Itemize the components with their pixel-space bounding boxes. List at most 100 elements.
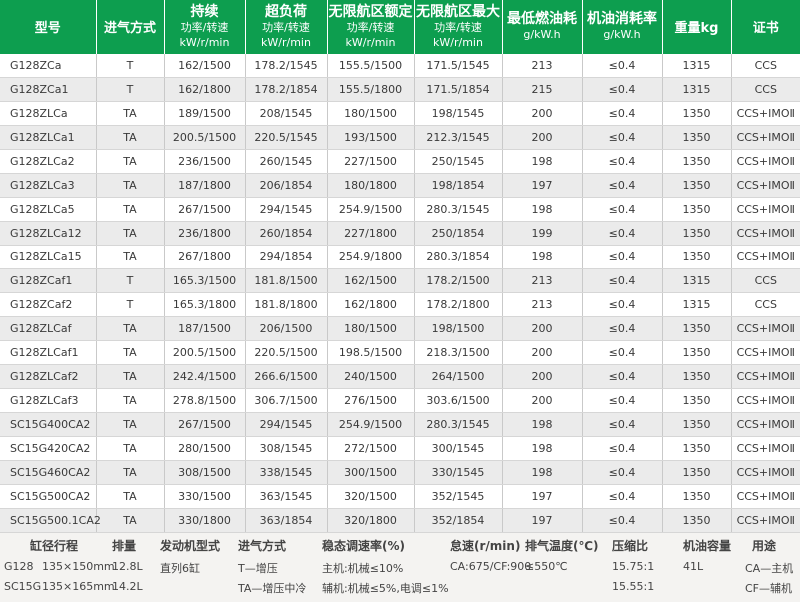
cell-unlimited-rated: 320/1500 bbox=[327, 484, 415, 509]
legend-row2-displacement: 14.2L bbox=[112, 580, 143, 593]
cell-overload: 181.8/1500 bbox=[245, 268, 328, 294]
cell-model: G128ZLCaf2 bbox=[0, 364, 97, 390]
legend-header-compression: 压缩比 bbox=[612, 539, 649, 553]
cell-weight: 1350 bbox=[662, 173, 732, 198]
cell-weight: 1315 bbox=[662, 54, 732, 78]
table-row: SC15G500.1CA2 TA 330/1800 363/1854 320/1800 3… bbox=[0, 508, 800, 533]
cell-fuel-consumption: 200 bbox=[502, 101, 583, 126]
cell-certificate: CCS+IMOⅡ bbox=[731, 508, 800, 533]
cell-oil-consumption: ≤0.4 bbox=[582, 316, 663, 342]
spec-legend: 缸径行程 排量 发动机型式 进气方式 稳态调速率(%) 怠速(r/min) 排气… bbox=[0, 533, 800, 602]
cell-certificate: CCS+IMOⅡ bbox=[731, 125, 800, 150]
cell-intake: TA bbox=[96, 460, 165, 485]
table-row: SC15G400CA2 TA 267/1500 294/1545 254.9/1500 2… bbox=[0, 412, 800, 437]
cell-intake: T bbox=[96, 268, 165, 294]
cell-model: SC15G500CA2 bbox=[0, 484, 97, 509]
table-row: G128ZLCa5 TA 267/1500 294/1545 254.9/1500 280… bbox=[0, 197, 800, 222]
legend-header-idle: 怠速(r/min) bbox=[450, 539, 521, 553]
cell-intake: T bbox=[96, 77, 165, 102]
header-overload: 超负荷 功率/转速 kW/r/min bbox=[245, 0, 328, 54]
cell-continuous: 187/1500 bbox=[164, 316, 246, 342]
cell-weight: 1350 bbox=[662, 197, 732, 222]
cell-weight: 1350 bbox=[662, 101, 732, 126]
cell-unlimited-max: 303.6/1500 bbox=[414, 388, 503, 414]
cell-continuous: 189/1500 bbox=[164, 101, 246, 126]
cell-oil-consumption: ≤0.4 bbox=[582, 292, 663, 318]
cell-unlimited-rated: 162/1800 bbox=[327, 292, 415, 318]
cell-unlimited-rated: 155.5/1800 bbox=[327, 77, 415, 102]
cell-continuous: 165.3/1500 bbox=[164, 268, 246, 294]
cell-oil-consumption: ≤0.4 bbox=[582, 245, 663, 270]
cell-certificate: CCS+IMOⅡ bbox=[731, 197, 800, 222]
cell-unlimited-rated: 155.5/1500 bbox=[327, 54, 415, 78]
cell-intake: TA bbox=[96, 508, 165, 533]
cell-overload: 260/1854 bbox=[245, 221, 328, 246]
cell-oil-consumption: ≤0.4 bbox=[582, 388, 663, 414]
cell-model: G128ZLCaf bbox=[0, 316, 97, 342]
cell-model: SC15G500.1CA2 bbox=[0, 508, 101, 533]
cell-intake: TA bbox=[96, 316, 165, 342]
cell-weight: 1350 bbox=[662, 221, 732, 246]
cell-oil-consumption: ≤0.4 bbox=[582, 54, 663, 78]
legend-header-intake: 进气方式 bbox=[238, 539, 287, 553]
cell-intake: T bbox=[96, 54, 165, 78]
cell-model: G128ZCaf1 bbox=[0, 268, 97, 294]
cell-model: SC15G420CA2 bbox=[0, 436, 97, 461]
cell-intake: TA bbox=[96, 245, 165, 270]
cell-continuous: 200.5/1500 bbox=[164, 125, 246, 150]
cell-certificate: CCS bbox=[731, 77, 800, 102]
cell-fuel-consumption: 213 bbox=[502, 268, 583, 294]
legend-row2-intake: TA—增压中冷 bbox=[238, 582, 307, 595]
cell-intake: TA bbox=[96, 221, 165, 246]
cell-intake: TA bbox=[96, 197, 165, 222]
cell-unlimited-rated: 180/1500 bbox=[327, 101, 415, 126]
cell-continuous: 278.8/1500 bbox=[164, 388, 246, 414]
legend-row2-compression: 15.55:1 bbox=[612, 580, 655, 593]
header-continuous: 持续 功率/转速 kW/r/min bbox=[164, 0, 246, 54]
cell-unlimited-max: 352/1545 bbox=[414, 484, 503, 509]
legend-row1-use: CA—主机 bbox=[745, 562, 794, 575]
cell-continuous: 330/1500 bbox=[164, 484, 246, 509]
cell-intake: TA bbox=[96, 484, 165, 509]
cell-model: G128ZCa bbox=[0, 54, 97, 78]
cell-certificate: CCS bbox=[731, 54, 800, 78]
cell-unlimited-rated: 193/1500 bbox=[327, 125, 415, 150]
cell-oil-consumption: ≤0.4 bbox=[582, 364, 663, 390]
legend-header-governor: 稳态调速率(%) bbox=[322, 539, 405, 553]
cell-overload: 363/1545 bbox=[245, 484, 328, 509]
cell-weight: 1350 bbox=[662, 245, 732, 270]
legend-row1-displacement: 12.8L bbox=[112, 560, 143, 573]
cell-model: G128ZLCa12 bbox=[0, 221, 97, 246]
engine-spec-table: 型号 进气方式 持续 功率/转速 kW/r/min 超负荷 功率/转速 kW/r/m… bbox=[0, 0, 800, 557]
cell-unlimited-max: 280.3/1545 bbox=[414, 412, 503, 437]
cell-unlimited-rated: 254.9/1800 bbox=[327, 245, 415, 270]
cell-certificate: CCS bbox=[731, 268, 800, 294]
table-row: G128ZLCaf2 TA 242.4/1500 266.6/1500 240/1500… bbox=[0, 364, 800, 390]
cell-oil-consumption: ≤0.4 bbox=[582, 412, 663, 437]
cell-unlimited-rated: 227/1500 bbox=[327, 149, 415, 174]
cell-fuel-consumption: 213 bbox=[502, 54, 583, 78]
legend-header-bore: 缸径行程 bbox=[30, 539, 79, 553]
legend-header-oil-capacity: 机油容量 bbox=[683, 539, 732, 553]
table-row: G128ZCaf2 T 165.3/1800 181.8/1800 162/1800 17… bbox=[0, 292, 800, 318]
cell-overload: 206/1500 bbox=[245, 316, 328, 342]
cell-certificate: CCS+IMOⅡ bbox=[731, 149, 800, 174]
legend-row1-model: G128 bbox=[4, 560, 34, 573]
cell-continuous: 280/1500 bbox=[164, 436, 246, 461]
cell-oil-consumption: ≤0.4 bbox=[582, 77, 663, 102]
cell-intake: TA bbox=[96, 173, 165, 198]
cell-certificate: CCS+IMOⅡ bbox=[731, 412, 800, 437]
cell-overload: 181.8/1800 bbox=[245, 292, 328, 318]
cell-weight: 1350 bbox=[662, 508, 732, 533]
cell-overload: 306.7/1500 bbox=[245, 388, 328, 414]
cell-unlimited-rated: 276/1500 bbox=[327, 388, 415, 414]
cell-model: G128ZLCaf3 bbox=[0, 388, 97, 414]
cell-oil-consumption: ≤0.4 bbox=[582, 340, 663, 366]
table-row: G128ZLCa1 TA 200.5/1500 220.5/1545 193/1500 2… bbox=[0, 125, 800, 150]
cell-certificate: CCS+IMOⅡ bbox=[731, 436, 800, 461]
cell-overload: 363/1854 bbox=[245, 508, 328, 533]
cell-continuous: 267/1500 bbox=[164, 197, 246, 222]
cell-certificate: CCS+IMOⅡ bbox=[731, 221, 800, 246]
cell-unlimited-max: 178.2/1500 bbox=[414, 268, 503, 294]
legend-header-use: 用途 bbox=[752, 539, 777, 553]
